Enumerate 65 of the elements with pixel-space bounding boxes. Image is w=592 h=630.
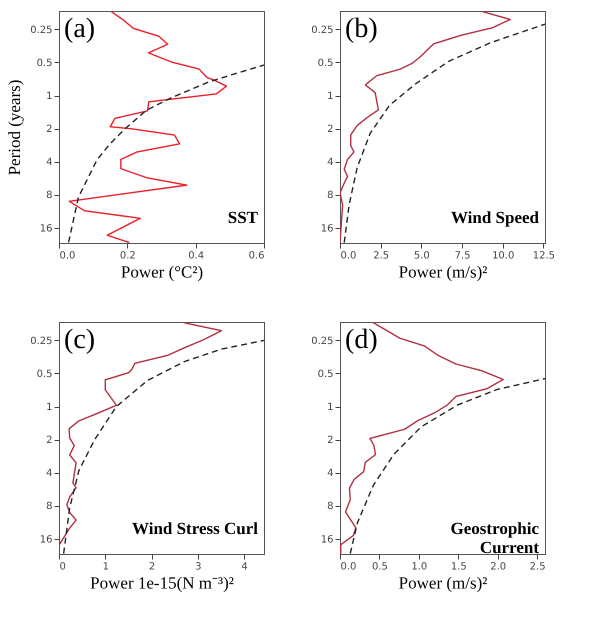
line-series	[59, 322, 222, 554]
x-tick-label: 2.5	[373, 250, 390, 262]
y-tick-label: 4	[46, 157, 52, 168]
x-tick-label: 0.5	[372, 562, 388, 572]
annotation: (a)	[64, 13, 96, 44]
y-tick-label: 0.25	[30, 24, 52, 36]
x-tick-label: 3	[195, 562, 202, 572]
y-tick-label: 2	[46, 124, 52, 136]
y-tick-label: 0.25	[311, 24, 334, 36]
x-tick-label: 1	[102, 562, 109, 572]
y-tick-label: 1	[46, 91, 52, 102]
x-tick-label: 2	[148, 562, 156, 572]
y-tick-label: 2	[46, 435, 52, 446]
x-tick-label: 0	[60, 562, 66, 572]
x-tick-label: 0.0	[340, 250, 356, 262]
x-tick-label: 0.2	[120, 250, 136, 262]
x-tick-label: 4	[241, 562, 248, 572]
x-axis-title: Power (m/s)²	[398, 262, 488, 282]
y-tick-label: 2	[327, 124, 334, 136]
x-tick-label: 0.4	[188, 250, 204, 262]
annotation: Geostrophic Current	[450, 519, 540, 557]
y-tick-label: 4	[327, 468, 334, 480]
x-tick-label: 1.0	[411, 562, 428, 572]
y-tick-label: 16	[40, 223, 52, 234]
y-tick-label: 8	[327, 190, 334, 202]
line-series	[350, 378, 545, 554]
x-tick-label: 5.0	[414, 250, 430, 262]
y-tick-label: 8	[46, 501, 52, 512]
x-axis-title: Power 1e-15(N m⁻³)²	[90, 574, 234, 592]
y-tick-label: 16	[320, 534, 334, 546]
y-tick-label: 2	[327, 435, 334, 446]
annotation: Wind Stress Curl	[132, 519, 258, 538]
annotation: (b)	[345, 13, 378, 44]
y-tick-label: 0.5	[36, 368, 52, 380]
annotation: Wind Speed	[450, 208, 540, 227]
x-tick-label: 0.6	[248, 250, 264, 262]
x-axis-title: Power (m/s)²	[398, 574, 488, 592]
y-tick-label: 0.25	[30, 336, 52, 347]
x-tick-label: 7.5	[454, 250, 470, 262]
y-tick-label: 4	[46, 468, 52, 480]
y-tick-label: 0.5	[36, 58, 52, 69]
y-tick-label: 16	[40, 534, 52, 546]
y-tick-label: 16	[320, 223, 334, 234]
y-axis-title: Period (years)	[5, 80, 24, 176]
x-tick-label: 1.5	[450, 562, 467, 572]
y-tick-label: 0.5	[318, 368, 334, 380]
x-tick-label: 0.0	[340, 562, 356, 572]
x-tick-label: 10.0	[492, 250, 514, 262]
annotation: (c)	[64, 324, 96, 355]
y-tick-label: 1	[327, 91, 334, 102]
annotation: SST	[228, 208, 259, 227]
x-tick-label: 2.5	[530, 562, 546, 572]
annotation: (d)	[345, 324, 378, 355]
x-tick-label: 2.0	[490, 562, 506, 572]
y-tick-label: 1	[327, 402, 334, 414]
x-axis-title: Power (°C²)	[120, 262, 204, 282]
y-tick-label: 8	[46, 190, 52, 202]
x-tick-label: 12.5	[532, 250, 556, 262]
y-tick-label: 0.25	[311, 336, 334, 347]
x-tick-label: 0.0	[60, 250, 76, 262]
y-tick-label: 0.5	[318, 58, 334, 69]
y-tick-label: 4	[327, 157, 334, 168]
line-series	[68, 64, 264, 243]
y-tick-label: 1	[46, 402, 52, 414]
y-tick-label: 8	[327, 501, 334, 512]
